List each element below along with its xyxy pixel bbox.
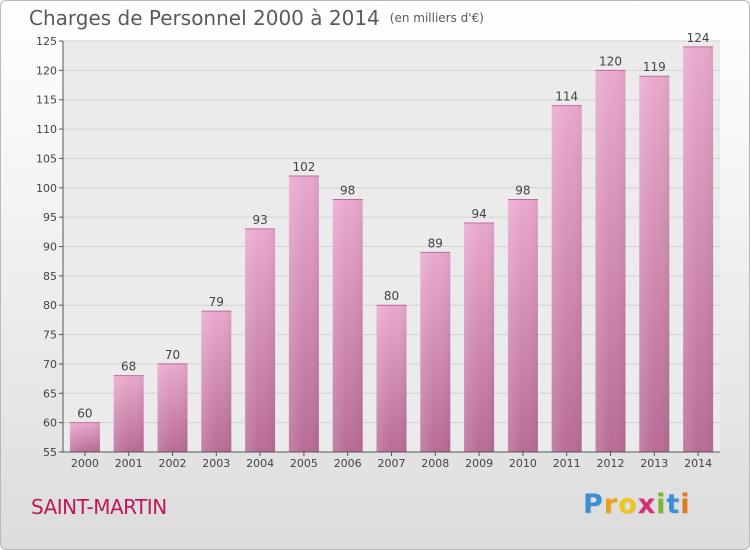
bar-shade — [332, 199, 363, 452]
y-tick-label: 120 — [36, 64, 57, 77]
bar-shade — [420, 252, 451, 452]
x-tick-label: 2013 — [640, 457, 668, 470]
y-tick-label: 55 — [43, 446, 57, 459]
logo-letter: r — [603, 489, 619, 520]
y-tick-label: 75 — [43, 329, 57, 342]
bar-shade — [113, 375, 144, 452]
data-label: 98 — [515, 184, 530, 198]
data-label: 114 — [555, 90, 578, 104]
bar-shade — [639, 76, 670, 452]
x-tick-label: 2009 — [465, 457, 493, 470]
bars: 60 68 70 79 93 102 98 80 89 94 98 114 120 119 124 — [69, 31, 714, 453]
logo-letter: o — [618, 489, 638, 520]
x-tick-label: 2012 — [597, 457, 625, 470]
bar-shade — [464, 223, 495, 452]
data-label: 102 — [292, 160, 315, 174]
x-tick-label: 2007 — [378, 457, 406, 470]
y-tick-label: 70 — [43, 358, 57, 371]
x-tick-label: 2002 — [159, 457, 187, 470]
bar-shade — [245, 228, 276, 452]
proxiti-logo: Proxiti — [583, 489, 691, 520]
x-tick-label: 2000 — [71, 457, 99, 470]
y-tick-label: 105 — [36, 152, 57, 165]
data-label: 120 — [599, 54, 622, 68]
y-tick-label: 90 — [43, 241, 57, 254]
data-label: 93 — [252, 213, 267, 227]
y-tick-label: 95 — [43, 211, 57, 224]
logo-letter: P — [583, 489, 604, 520]
logo-letter: i — [656, 489, 667, 520]
data-label: 124 — [687, 31, 710, 45]
data-label: 80 — [384, 289, 399, 303]
x-tick-label: 2001 — [115, 457, 143, 470]
x-tick-label: 2003 — [202, 457, 230, 470]
x-tick-label: 2006 — [334, 457, 362, 470]
chart-title-text: Charges de Personnel 2000 à 2014 — [29, 6, 380, 30]
chart-subtitle: (en milliers d'€) — [389, 11, 484, 25]
y-tick-label: 85 — [43, 270, 57, 283]
data-label: 79 — [209, 295, 224, 309]
commune-name: SAINT-MARTIN — [31, 495, 167, 519]
bar-shade — [288, 176, 319, 453]
data-label: 68 — [121, 360, 136, 374]
x-tick-label: 2011 — [553, 457, 581, 470]
data-label: 70 — [165, 348, 180, 362]
bar-shade — [507, 199, 538, 452]
y-tick-label: 125 — [36, 35, 57, 48]
bar-shade — [683, 46, 714, 452]
y-tick-label: 100 — [36, 182, 57, 195]
bar-shade — [551, 105, 582, 452]
data-label: 119 — [643, 60, 666, 74]
x-tick-label: 2008 — [421, 457, 449, 470]
logo-letter: t — [666, 489, 681, 520]
data-label: 98 — [340, 184, 355, 198]
y-tick-label: 60 — [43, 417, 57, 430]
bar-shade — [376, 305, 407, 452]
x-tick-label: 2004 — [246, 457, 274, 470]
y-tick-label: 80 — [43, 299, 57, 312]
x-tick-label: 2010 — [509, 457, 537, 470]
x-tick-label: 2005 — [290, 457, 318, 470]
bar-shade — [157, 363, 188, 452]
chart-title: Charges de Personnel 2000 à 2014 (en mill… — [29, 6, 484, 30]
logo-letter: i — [680, 489, 691, 520]
y-tick-label: 110 — [36, 123, 57, 136]
x-tick-label: 2014 — [684, 457, 712, 470]
y-tick-label: 115 — [36, 94, 57, 107]
bar-shade — [595, 70, 626, 452]
data-label: 89 — [428, 236, 443, 250]
bar-shade — [201, 311, 232, 452]
y-tick-label: 65 — [43, 387, 57, 400]
data-label: 60 — [77, 407, 92, 421]
data-label: 94 — [471, 207, 486, 221]
axes: 55 60 65 70 75 80 85 90 95 100 105 110 115 120 125 2000… — [36, 35, 720, 470]
bar-shade — [69, 422, 100, 452]
logo-letter: x — [637, 489, 657, 520]
